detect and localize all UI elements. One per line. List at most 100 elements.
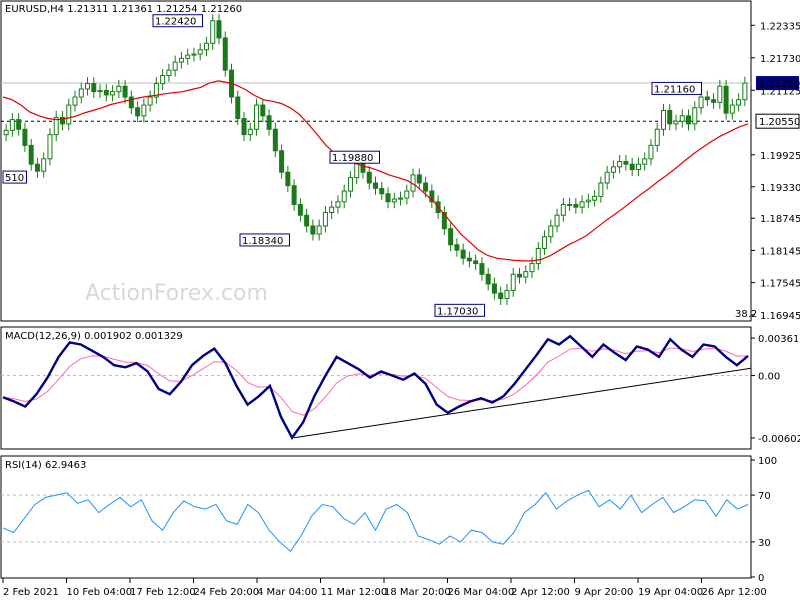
candle-body: [660, 109, 666, 130]
x-tick-label: 19 Apr 04:00: [638, 587, 703, 598]
price-annotation: 1.18340: [239, 233, 290, 247]
candle-body: [297, 203, 303, 216]
candle-body: [579, 201, 585, 208]
current-price-label: 1.21260: [759, 79, 800, 90]
candle-body: [623, 161, 629, 165]
price-annotation-label: 1.18340: [242, 236, 283, 247]
candle-body: [310, 225, 316, 235]
candle-body: [147, 96, 153, 106]
candle-body: [479, 263, 485, 275]
candle-body: [373, 182, 378, 189]
price-annotation-label: 1.17030: [437, 306, 478, 317]
candle-body: [335, 201, 341, 208]
candle-body: [322, 212, 328, 227]
candle-body: [592, 195, 598, 201]
rsi-tick-label: 70: [758, 491, 771, 502]
candle-body: [391, 198, 397, 203]
candle-body: [598, 182, 604, 197]
candle-body: [692, 107, 698, 125]
candle-body: [3, 129, 9, 136]
candle-body: [153, 83, 159, 98]
candle-body: [736, 99, 742, 106]
candle-body: [197, 49, 203, 55]
candle-body: [423, 182, 429, 192]
candle-body: [247, 128, 253, 136]
candle-body: [210, 20, 216, 44]
candle-body: [78, 88, 84, 98]
rsi-tick-label: 30: [758, 538, 771, 549]
price-annotation-label: 1.22420: [155, 17, 196, 28]
dashed-level-label: 1.20550: [759, 117, 800, 128]
candle-body: [585, 199, 591, 203]
candle-body: [729, 104, 735, 114]
candle-body: [141, 104, 147, 117]
candle-body: [254, 104, 260, 130]
candle-body: [160, 75, 166, 85]
rsi-tick-label: 0: [758, 573, 764, 584]
candle-body: [341, 190, 347, 203]
candle-body: [717, 85, 723, 103]
candle-body: [235, 96, 241, 120]
candle-body: [203, 42, 209, 51]
candle-body: [742, 82, 748, 101]
candle-body: [222, 37, 228, 71]
candle-body: [473, 260, 479, 265]
candle-body: [704, 96, 710, 101]
x-tick-label: 10 Feb 04:00: [67, 587, 133, 598]
price-annotation-label: 510: [5, 173, 24, 184]
candle-body: [97, 90, 103, 93]
candle-body: [59, 116, 65, 125]
price-tick-label: 1.19330: [760, 183, 800, 194]
x-tick-label: 9 Apr 20:00: [575, 587, 634, 598]
candle-body: [385, 193, 391, 203]
current-price-box: [756, 76, 799, 91]
price-annotation: 1.17030: [434, 303, 485, 317]
candle-body: [441, 212, 447, 230]
candle-body: [16, 119, 22, 130]
candle-body: [542, 236, 548, 250]
candle-body: [523, 271, 529, 278]
candle-body: [554, 214, 560, 227]
x-tick-label: 18 Mar 20:00: [384, 587, 451, 598]
candle-body: [9, 119, 15, 131]
candle-body: [398, 197, 404, 200]
candle-body: [491, 283, 497, 294]
candle-body: [66, 104, 72, 125]
price-tick-label: 1.18145: [760, 246, 800, 257]
price-layer: 510 1.22420 1.18340 1.19880 1.17030 1.21160: [1, 14, 751, 317]
candle-body: [573, 203, 579, 208]
candle-body: [366, 171, 372, 184]
candle-body: [604, 171, 610, 184]
candle-body: [504, 289, 510, 300]
candle-body: [429, 190, 435, 203]
x-tick-label: 11 Mar 12:00: [321, 587, 388, 598]
candle-body: [698, 96, 704, 109]
price-annotation: 510: [2, 170, 27, 184]
price-tick-label: 1.21125: [760, 86, 800, 97]
price-tick-label: 1.22335: [760, 21, 800, 32]
candle-body: [285, 171, 291, 187]
candle-body: [679, 115, 685, 122]
candle-body: [266, 115, 272, 130]
price-tick-label: 1.16945: [760, 311, 800, 322]
candle-body: [316, 225, 322, 235]
price-annotation: 1.21160: [651, 81, 702, 95]
candle-body: [110, 91, 116, 96]
candle-body: [535, 248, 541, 265]
candle-body: [648, 144, 654, 160]
candle-body: [516, 273, 522, 278]
candle-body: [41, 158, 47, 172]
candle-body: [485, 273, 491, 285]
candle-body: [617, 161, 623, 168]
candle-body: [53, 116, 59, 136]
candle-body: [629, 163, 635, 171]
candle-body: [172, 61, 178, 71]
macd-layer: [1, 334, 752, 440]
candle-body: [448, 228, 454, 246]
candle-body: [47, 134, 53, 160]
candle-body: [548, 225, 554, 238]
price-annotation: 1.19880: [329, 150, 380, 164]
candle-body: [460, 249, 466, 259]
macd-panel-frame: [0, 326, 752, 450]
candle-body: [711, 99, 717, 103]
